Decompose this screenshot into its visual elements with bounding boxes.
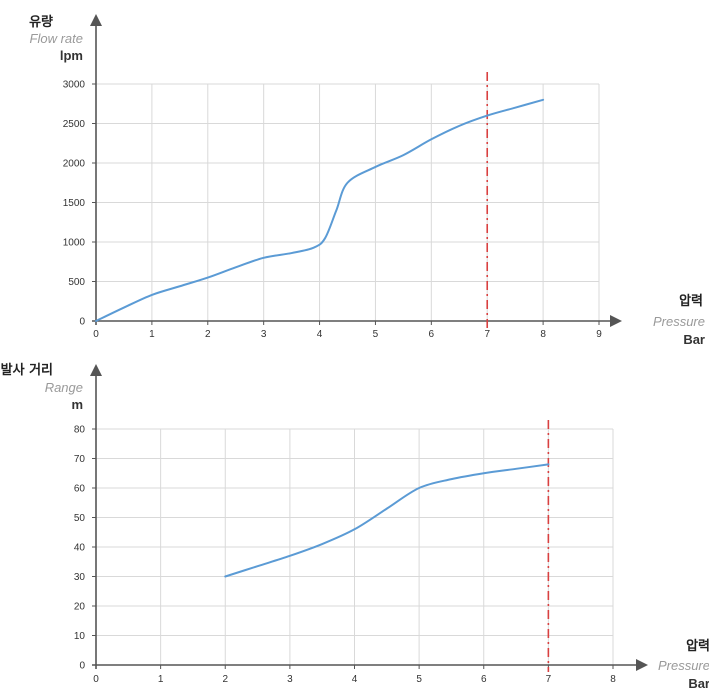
x-tick-label: 8 — [540, 329, 546, 340]
x-axis-unit: Bar — [688, 676, 709, 691]
x-tick-label: 9 — [596, 329, 602, 340]
y-tick-label: 60 — [74, 484, 86, 495]
x-tick-label: 7 — [546, 674, 552, 685]
gridlines — [96, 428, 614, 665]
y-tick-label: 50 — [74, 513, 86, 524]
y-tick-label: 80 — [74, 425, 86, 436]
y-axis-label-english: Flow rate — [30, 31, 83, 46]
y-axis-label-korean: 발사 거리 — [1, 362, 53, 378]
y-tick-label: 1500 — [63, 198, 86, 209]
y-tick-label: 20 — [74, 602, 86, 613]
x-axis-arrow — [636, 659, 648, 671]
y-tick-label: 2000 — [63, 159, 86, 170]
x-tick-label: 5 — [373, 329, 379, 340]
x-tick-label: 2 — [205, 329, 211, 340]
y-axis-label-korean: 유량 — [29, 15, 53, 30]
x-tick-label: 1 — [149, 329, 155, 340]
y-tick-label: 1000 — [63, 238, 86, 249]
x-axis-unit: Bar — [683, 332, 705, 347]
y-tick-label: 500 — [68, 277, 85, 288]
y-axis-label-english: Range — [45, 380, 83, 395]
y-axis-arrow — [90, 14, 102, 26]
x-tick-label: 0 — [93, 329, 99, 340]
y-tick-label: 10 — [74, 631, 86, 642]
y-axis-unit: m — [71, 397, 83, 412]
y-tick-label: 70 — [74, 454, 86, 465]
chart-2: 0 10 20 30 40 50 60 70 80 0 1 2 3 4 5 6 7 8 발사 거리 Range m 압력 P… — [1, 362, 709, 691]
x-tick-label: 2 — [222, 674, 228, 685]
y-tick-label: 3000 — [63, 80, 86, 91]
y-axis-unit: lpm — [60, 48, 83, 63]
y-tick-label: 0 — [79, 317, 85, 328]
x-tick-label: 7 — [484, 329, 490, 340]
x-axis-arrow — [610, 315, 622, 327]
y-axis-arrow — [90, 364, 102, 376]
series-line — [95, 98, 545, 322]
gridlines — [96, 83, 600, 321]
x-tick-label: 3 — [261, 329, 267, 340]
x-axis-label-korean: 압력 — [679, 294, 703, 309]
x-tick-label: 8 — [610, 674, 616, 685]
x-tick-label: 1 — [158, 674, 164, 685]
y-tick-label: 40 — [74, 543, 86, 554]
x-tick-label: 4 — [317, 329, 323, 340]
x-axis-label-english: Pressure — [653, 314, 705, 329]
y-tick-label: 0 — [79, 661, 85, 672]
x-tick-label: 5 — [416, 674, 422, 685]
x-tick-label: 4 — [352, 674, 358, 685]
y-tick-label: 2500 — [63, 119, 86, 130]
x-tick-label: 6 — [429, 329, 435, 340]
x-tick-label: 3 — [287, 674, 293, 685]
x-tick-label: 6 — [481, 674, 487, 685]
x-axis-label-korean: 압력 — [686, 639, 709, 654]
chart-1: 0 500 1000 1500 2000 2500 3000 0 1 2 3 4 5 6 7 8 9 유량Flow… — [29, 14, 705, 347]
series-line — [224, 463, 550, 578]
x-tick-label: 0 — [93, 674, 99, 685]
x-axis-label-english: Pressure — [658, 658, 709, 673]
y-tick-label: 30 — [74, 572, 86, 583]
